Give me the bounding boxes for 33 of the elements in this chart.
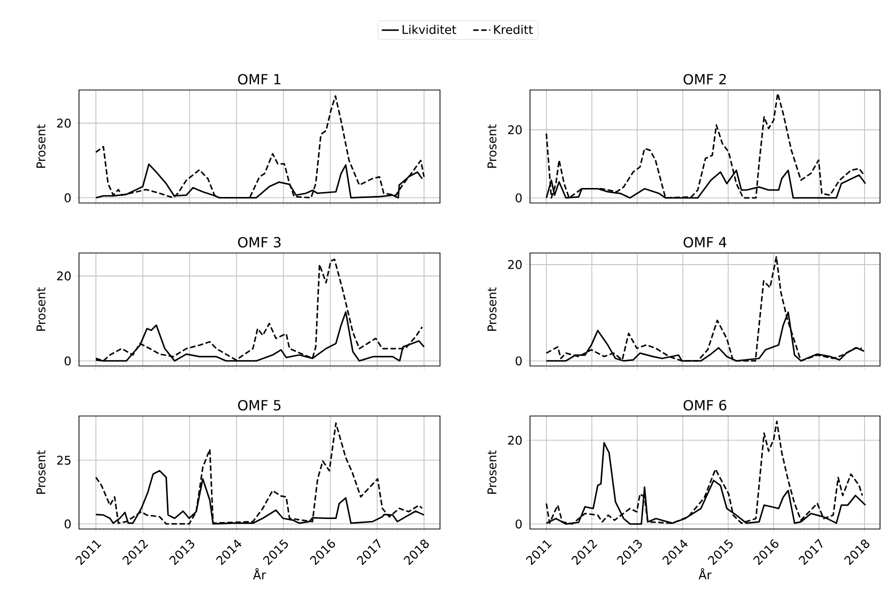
chart-title: OMF 6	[684, 400, 726, 411]
legend-label: Likviditet	[402, 24, 456, 34]
y-axis-title: Prosent	[36, 450, 46, 494]
y-tick-label: 20	[57, 118, 71, 128]
y-tick-label: 0	[516, 193, 522, 202]
y-tick-label: 20	[508, 125, 522, 134]
legend-label: Kreditt	[494, 24, 533, 34]
y-tick-label: 20	[57, 271, 71, 280]
line-series	[546, 92, 865, 199]
y-tick-label: 0	[516, 356, 522, 366]
line-series	[546, 256, 863, 362]
y-axis-title: Prosent	[488, 287, 496, 331]
chart-title: OMF 2	[684, 74, 726, 85]
chart-title: OMF 4	[684, 236, 726, 248]
chart-title: OMF 3	[238, 236, 281, 248]
y-axis-title: Prosent	[488, 124, 496, 168]
y-tick-label: 0	[64, 519, 71, 528]
y-tick-label: 0	[516, 519, 522, 528]
y-axis-title: Prosent	[36, 124, 46, 168]
y-axis-title: Prosent	[36, 287, 46, 331]
y-tick-label: 20	[508, 436, 522, 445]
y-tick-label: 20	[508, 260, 522, 270]
y-tick-label: 25	[57, 456, 70, 465]
x-axis-title: År	[698, 568, 712, 580]
line-series	[95, 422, 423, 525]
y-tick-label: 0	[64, 356, 71, 366]
y-tick-label: 0	[64, 193, 71, 202]
y-axis-title: Prosent	[488, 450, 496, 494]
chart-title: OMF 1	[238, 74, 280, 85]
chart-title: OMF 5	[238, 400, 280, 411]
line-series	[546, 420, 864, 525]
line-series	[95, 95, 425, 199]
x-axis-title: År	[253, 568, 266, 580]
